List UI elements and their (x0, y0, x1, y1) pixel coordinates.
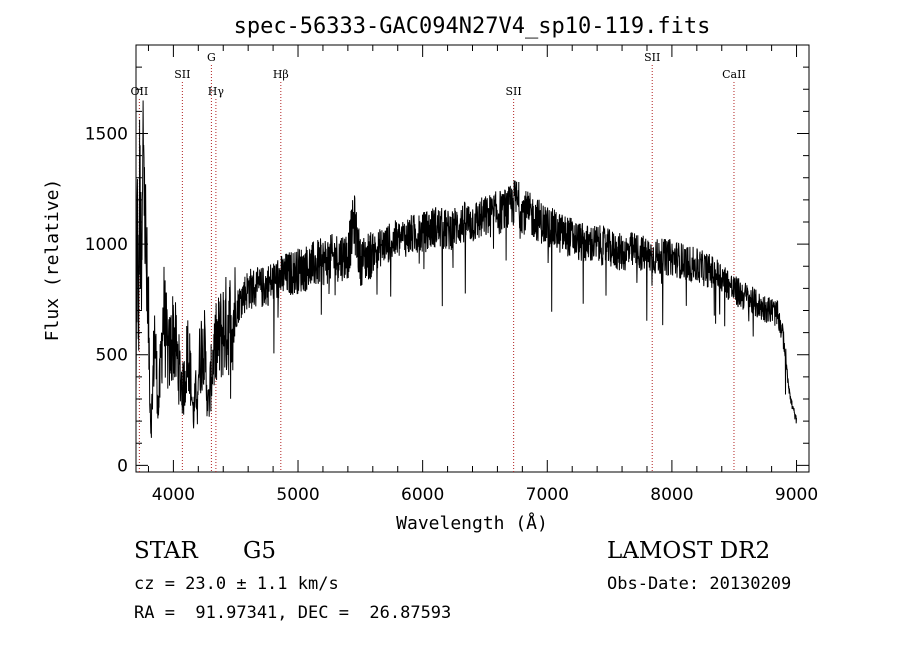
x-tick-label: 8000 (650, 485, 693, 505)
object-subclass: G5 (243, 538, 277, 564)
y-tick-label: 0 (117, 456, 128, 476)
x-tick-label: 6000 (401, 485, 444, 505)
x-tick-label: 4000 (152, 485, 195, 505)
x-tick-label: 9000 (775, 485, 818, 505)
axis-ticks: 4000 5000 6000 7000 8000 9000 0 500 1000 1500 (85, 45, 818, 505)
spectral-line-label: SII (174, 68, 190, 81)
chart-title: spec-56333-GAC094N27V4_sp10-119.fits (234, 14, 711, 39)
spectral-line-label: SII (506, 85, 522, 98)
y-axis-label: Flux (relative) (42, 179, 63, 342)
y-tick-label: 1000 (85, 235, 128, 255)
spectral-line-label: CaII (722, 68, 746, 81)
redshift-text: cz = 23.0 ± 1.1 km/s (134, 574, 339, 594)
coordinates-text: RA = 91.97341, DEC = 26.87593 (134, 603, 452, 623)
spectral-line-label: SII (644, 51, 660, 64)
survey-name: LAMOST DR2 (607, 538, 771, 564)
spectral-line-label: Hβ (273, 68, 289, 81)
x-tick-label: 5000 (276, 485, 319, 505)
spectral-line-label: G (207, 51, 216, 64)
object-class: STAR (134, 538, 198, 564)
y-tick-label: 1500 (85, 124, 128, 144)
spectrum-series-line (135, 100, 797, 438)
obs-date-text: Obs-Date: 20130209 (607, 574, 792, 594)
x-axis-label: Wavelength (Å) (396, 512, 548, 534)
x-tick-label: 7000 (526, 485, 569, 505)
spectral-line-label: OII (131, 85, 149, 98)
y-tick-label: 500 (96, 346, 128, 366)
spectral-line-label: Hγ (208, 85, 225, 98)
